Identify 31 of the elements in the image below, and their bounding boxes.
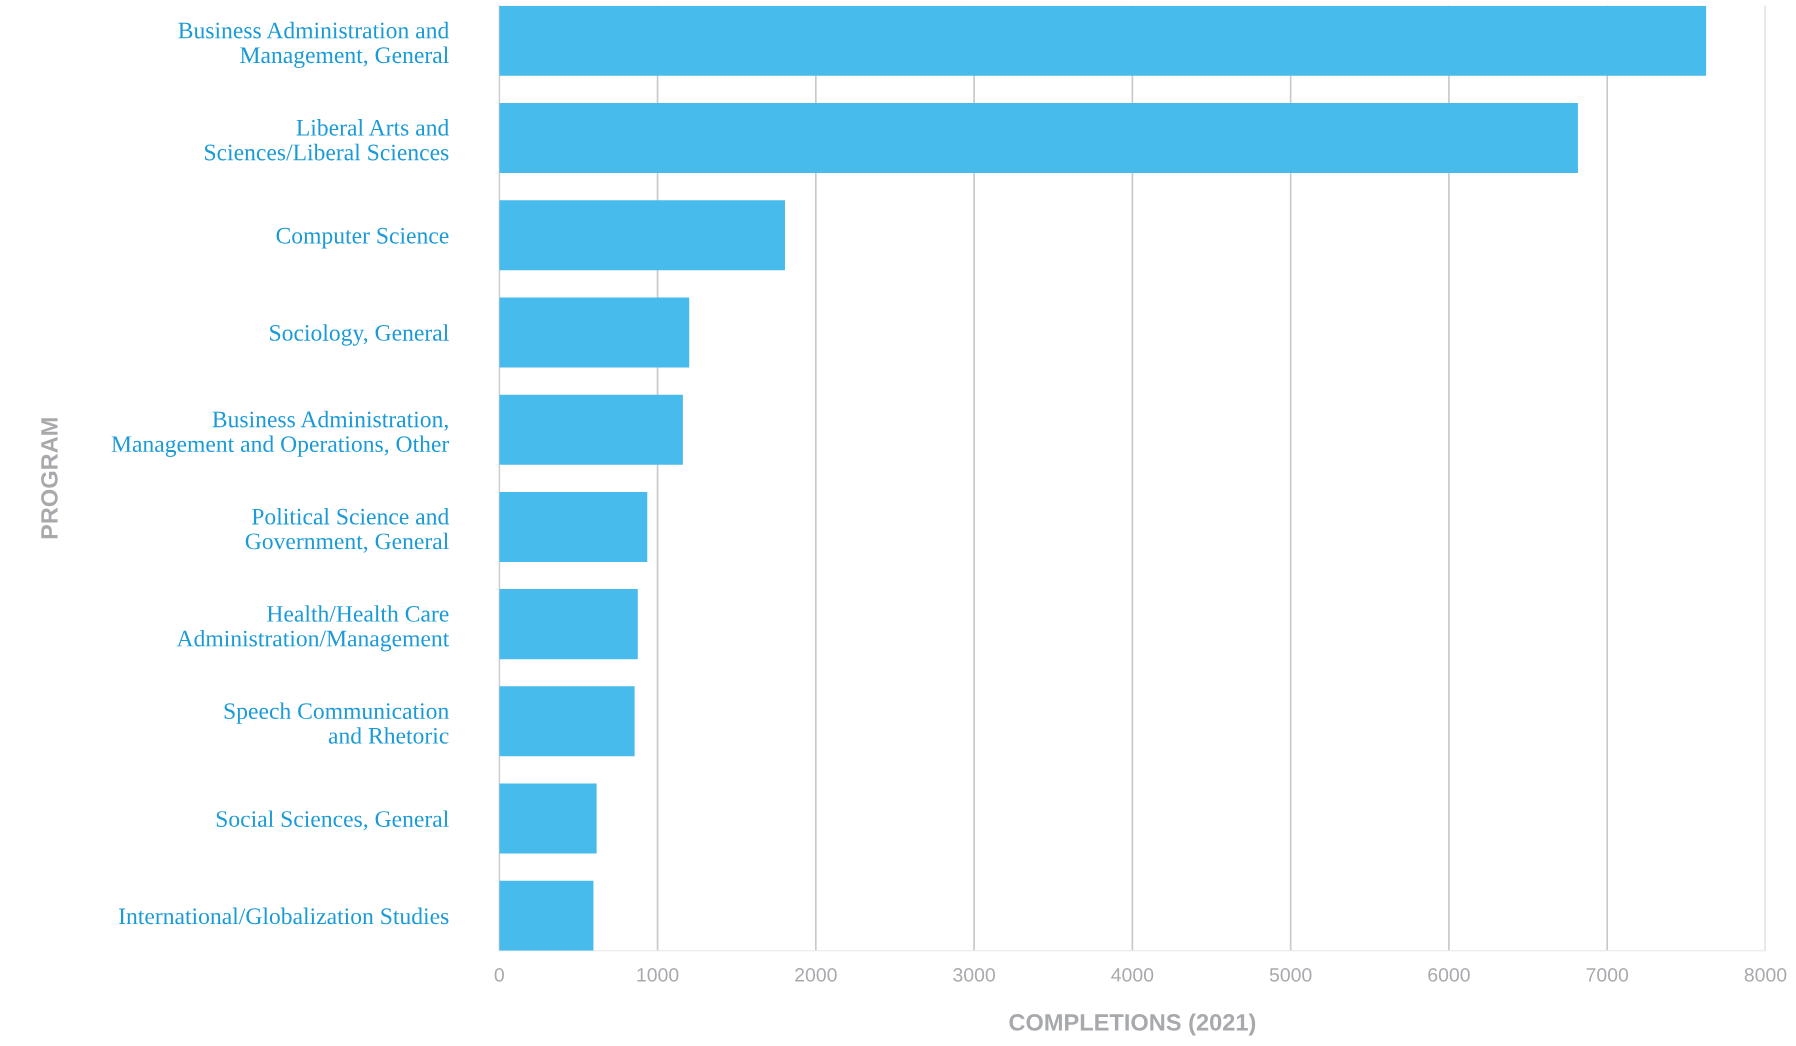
x-tick-label: 5000	[1269, 967, 1312, 982]
x-tick-label: 4000	[1111, 967, 1154, 982]
y-tick-label: Political Science and Government, General	[245, 508, 449, 553]
y-tick-label: Health/Health Care Administration/Management	[176, 605, 450, 652]
y-tick-label: Liberal Arts and Sciences/Liberal Sciences	[205, 119, 449, 161]
bar	[499, 783, 597, 854]
x-tick-label: 8000	[1744, 967, 1787, 982]
y-tick-label: International/Globalization Studies	[119, 907, 449, 925]
x-tick-label: 1000	[637, 967, 679, 982]
y-tick-label: Social Sciences, General	[216, 810, 449, 831]
bar	[499, 589, 638, 660]
x-tick-label: 2000	[795, 967, 837, 982]
y-tick-label: Computer Science	[276, 227, 449, 249]
bar	[499, 880, 594, 951]
bar	[499, 686, 635, 757]
x-tick-label: 0	[494, 967, 504, 982]
bar	[499, 200, 785, 271]
bar	[499, 491, 648, 562]
bar	[499, 297, 690, 368]
y-tick-label: Business Administration, Management and Operations, Other	[111, 410, 450, 457]
x-tick-label: 6000	[1428, 967, 1470, 982]
y-tick-label: Speech Communication and Rhetoric	[224, 702, 449, 744]
bar	[499, 5, 1707, 76]
y-axis-title: PROGRAM	[41, 418, 58, 539]
x-axis-title: COMPLETIONS (2021)	[1009, 1013, 1256, 1036]
x-tick-label: 7000	[1586, 967, 1629, 982]
bar	[499, 102, 1578, 173]
x-tick-label: 3000	[953, 967, 995, 982]
y-tick-label: Business Administration and Management, General	[178, 21, 449, 69]
y-tick-label: Sociology, General	[270, 324, 449, 346]
bar	[499, 394, 683, 465]
